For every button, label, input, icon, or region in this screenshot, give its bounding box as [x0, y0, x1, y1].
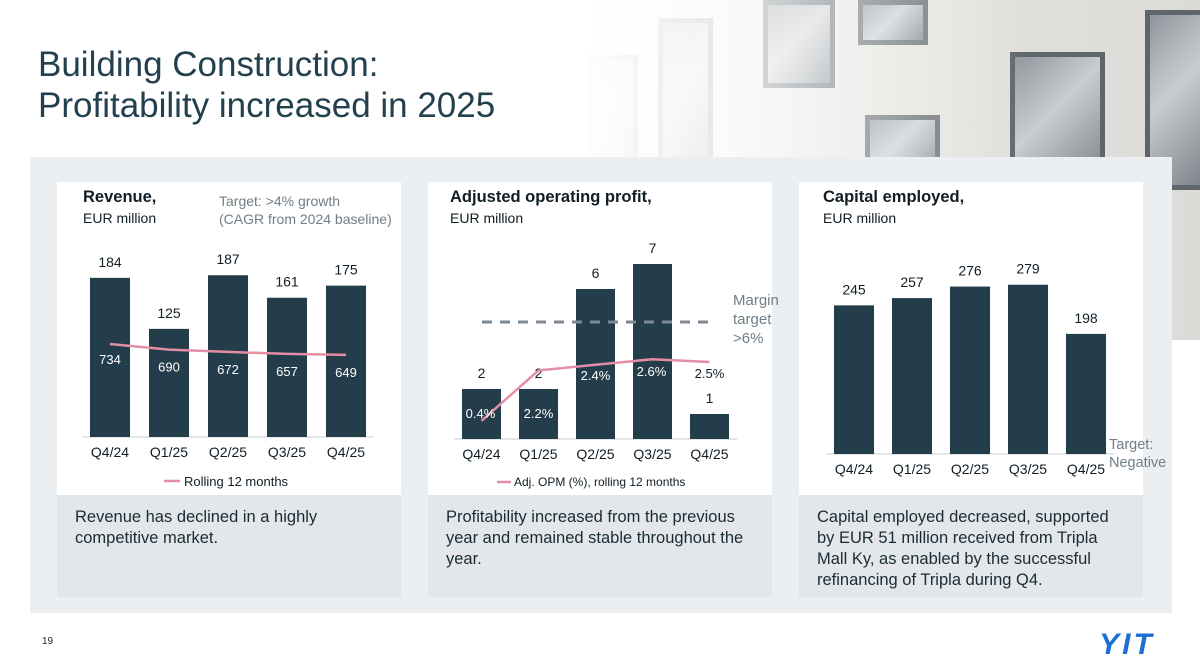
- aop-note: Profitability increased from the previou…: [428, 495, 772, 597]
- bar-Q1/25: [519, 389, 558, 439]
- bar-value-label: 6: [592, 265, 600, 281]
- x-tick-label: Q3/25: [268, 444, 306, 460]
- x-tick-label: Q4/24: [91, 444, 129, 460]
- slide-title-line2: Profitability increased in 2025: [38, 86, 496, 125]
- slide-title: Building Construction: Profitability inc…: [38, 44, 495, 126]
- capital-target: Target: Negative: [1109, 436, 1166, 472]
- bar-Q4/24: [834, 305, 874, 454]
- adj-opm-value-label: 2.2%: [524, 406, 554, 421]
- bar-value-label: 276: [958, 263, 982, 279]
- aop-target-line2: target: [733, 311, 772, 328]
- bar-value-label: 184: [98, 254, 122, 270]
- adj-opm-value-label: 0.4%: [466, 406, 496, 421]
- bar-Q4/25: [326, 285, 366, 437]
- bar-value-label: 198: [1074, 310, 1098, 326]
- rolling-12m-value-label: 672: [217, 362, 239, 377]
- capital-subtitle: EUR million: [823, 210, 897, 226]
- bar-Q1/25: [892, 298, 932, 454]
- x-tick-label: Q4/24: [835, 461, 873, 477]
- rolling-12m-value-label: 690: [158, 360, 180, 375]
- bar-Q2/25: [208, 275, 248, 437]
- capital-target-line2: Negative: [1109, 455, 1167, 471]
- x-tick-label: Q2/25: [951, 461, 989, 477]
- revenue-target-line2: (CAGR from 2024 baseline): [219, 211, 392, 227]
- rolling-12m-line: [109, 342, 347, 357]
- x-tick-label: Q2/25: [209, 444, 247, 460]
- bar-value-label: 7: [649, 240, 657, 256]
- x-tick-label: Q3/25: [633, 446, 671, 462]
- adj-opm-value-label: 2.4%: [581, 368, 611, 383]
- revenue-note: Revenue has declined in a highly competi…: [57, 495, 401, 597]
- bar-value-label: 187: [216, 251, 240, 267]
- capital-chart: 245 Q4/24 257 Q1/25 276 Q2/25 279 Q3/25 198 Q4/25: [826, 261, 1114, 477]
- legend-label-rolling: Rolling 12 months: [184, 474, 289, 489]
- x-tick-label: Q4/25: [327, 444, 365, 460]
- x-tick-label: Q1/25: [519, 446, 557, 462]
- aop-subtitle: EUR million: [450, 210, 524, 226]
- bar-value-label: 245: [842, 281, 866, 297]
- x-tick-label: Q3/25: [1009, 461, 1047, 477]
- bar-value-label: 257: [900, 274, 924, 290]
- revenue-title: Revenue,: [83, 188, 157, 206]
- bar-Q4/25: [690, 414, 729, 439]
- revenue-card: Revenue, EUR million Target: >4% growth …: [57, 182, 401, 495]
- x-tick-label: Q4/24: [462, 446, 500, 462]
- slide-title-line1: Building Construction:: [38, 45, 379, 84]
- aop-card: Adjusted operating profit, EUR million 2…: [428, 182, 772, 495]
- bar-Q3/25: [267, 297, 307, 437]
- bar-value-label: 279: [1016, 261, 1040, 277]
- revenue-subtitle: EUR million: [83, 210, 157, 226]
- adj-opm-value-label: 2.6%: [637, 364, 667, 379]
- bar-Q3/25: [1008, 284, 1048, 454]
- revenue-target: Target: >4% growth (CAGR from 2024 basel…: [219, 192, 392, 228]
- adj-opm-line: [480, 357, 710, 422]
- rolling-12m-value-label: 734: [99, 352, 121, 367]
- capital-target-line1: Target:: [1109, 437, 1154, 453]
- aop-target-line1: Margin: [733, 292, 779, 309]
- aop-target-line3: >6%: [733, 330, 764, 347]
- aop-chart: 2 Q4/24 2 Q1/25 6 Q2/25 7 Q3/25 1 Q4/25 0.4% 2.2% 2.…: [454, 240, 737, 489]
- capital-note: Capital employed decreased, supported by…: [799, 495, 1143, 597]
- bar-value-label: 161: [275, 274, 299, 290]
- bar-value-label: 125: [157, 305, 181, 321]
- rolling-12m-value-label: 657: [276, 364, 298, 379]
- bar-value-label: 2: [535, 365, 543, 381]
- bar-value-label: 1: [706, 390, 714, 406]
- x-tick-label: Q2/25: [576, 446, 614, 462]
- x-tick-label: Q4/25: [690, 446, 728, 462]
- bar-value-label: 175: [334, 262, 358, 278]
- bar-Q3/25: [633, 264, 672, 439]
- bar-Q2/25: [950, 286, 990, 454]
- bar-Q4/24: [90, 277, 130, 437]
- svg-text:YIT: YIT: [1099, 630, 1155, 656]
- rolling-12m-value-label: 649: [335, 365, 357, 380]
- x-tick-label: Q4/25: [1067, 461, 1105, 477]
- x-tick-label: Q1/25: [893, 461, 931, 477]
- capital-title: Capital employed,: [823, 188, 965, 206]
- bar-Q4/25: [1066, 333, 1106, 454]
- bar-Q1/25: [149, 328, 189, 437]
- bar-Q4/24: [462, 389, 501, 439]
- legend-label-adj-opm: Adj. OPM (%), rolling 12 months: [514, 475, 685, 489]
- x-tick-label: Q1/25: [150, 444, 188, 460]
- adj-opm-value-label: 2.5%: [695, 366, 725, 381]
- page-number: 19: [42, 636, 54, 647]
- aop-margin-target: Margin target >6%: [733, 291, 779, 348]
- revenue-target-line1: Target: >4% growth: [219, 193, 341, 209]
- aop-title: Adjusted operating profit,: [450, 188, 652, 206]
- revenue-chart: 184 Q4/24 125 Q1/25 187 Q2/25 161 Q3/25 175 Q4/25…: [82, 251, 374, 489]
- yit-logo: YIT: [1099, 630, 1155, 656]
- capital-card: Capital employed, EUR million 245 Q4/24 25…: [799, 182, 1143, 495]
- bar-value-label: 2: [478, 365, 486, 381]
